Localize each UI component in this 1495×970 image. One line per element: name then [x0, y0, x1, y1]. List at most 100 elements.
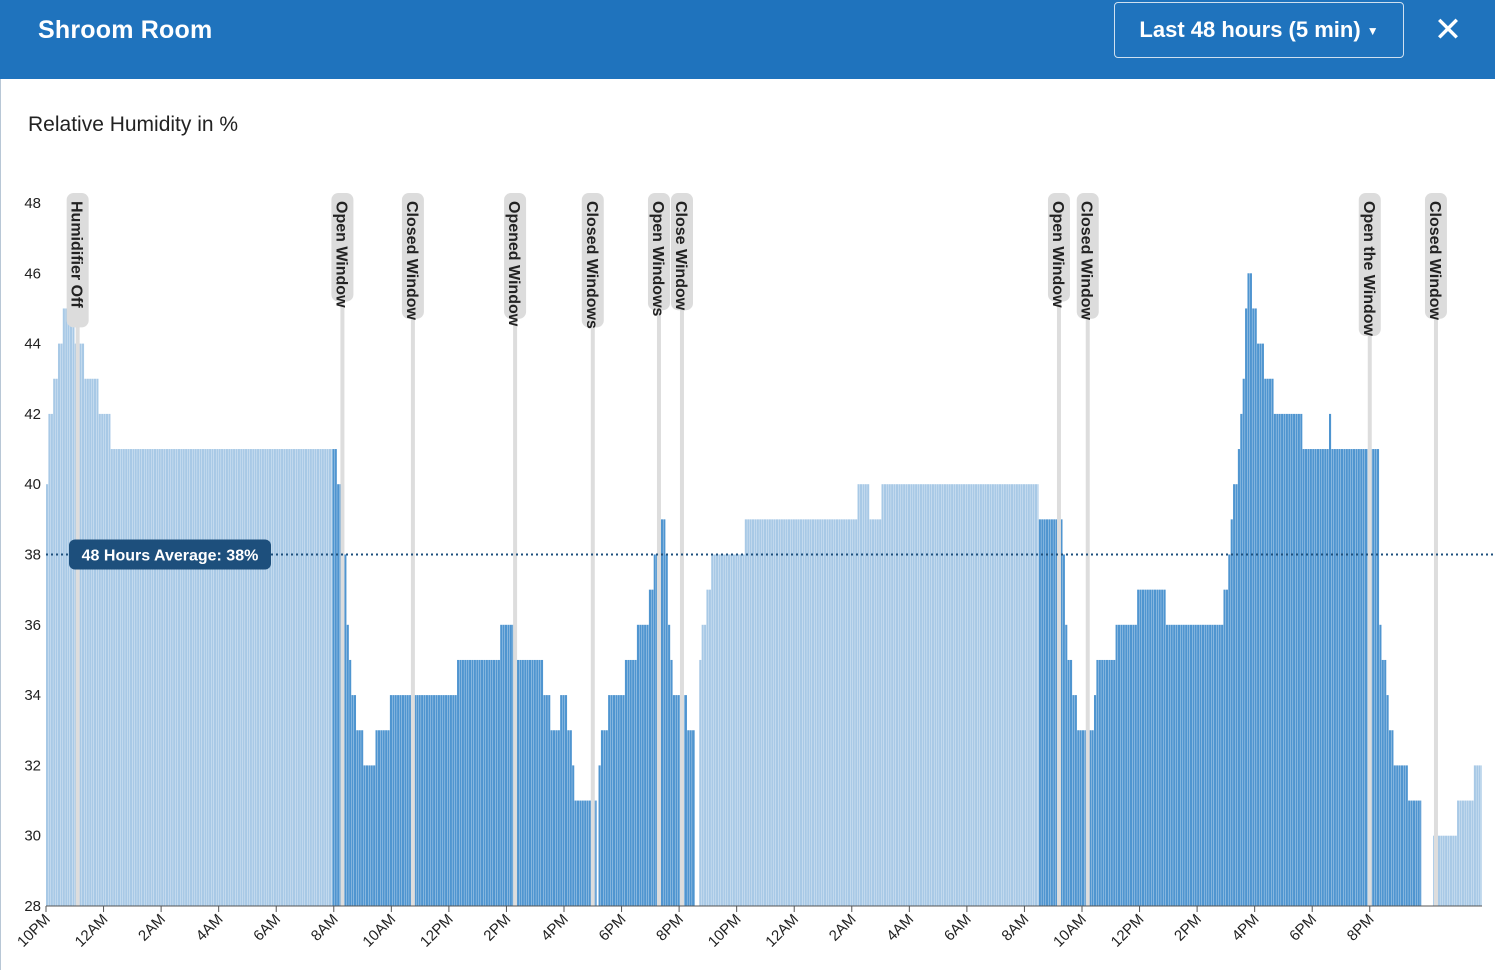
bar: [708, 589, 711, 906]
bar: [165, 449, 169, 906]
bar: [943, 484, 946, 906]
bar: [389, 695, 392, 906]
time-range-dropdown[interactable]: Last 48 hours (5 min) ▼: [1114, 2, 1404, 58]
bar: [392, 695, 395, 906]
bar: [600, 730, 604, 906]
bar: [548, 695, 551, 906]
bar: [804, 519, 807, 906]
bar: [1381, 659, 1384, 906]
bar: [149, 449, 152, 906]
bar: [141, 449, 145, 906]
bar: [1048, 519, 1051, 906]
bar: [158, 449, 161, 906]
bar: [915, 484, 918, 906]
bar: [970, 484, 973, 906]
bar: [281, 449, 284, 906]
panel-edge: [0, 79, 1, 970]
bar: [1309, 449, 1312, 906]
bar: [442, 695, 445, 906]
bar: [919, 484, 922, 906]
bar: [999, 484, 1002, 906]
event-label: Closed Windows: [583, 201, 600, 329]
bar: [358, 730, 361, 906]
bar: [531, 659, 534, 906]
bar: [1233, 484, 1236, 906]
bar: [728, 554, 731, 906]
bar: [457, 659, 460, 906]
bar: [855, 519, 858, 906]
bar: [869, 519, 872, 906]
event-badge: [670, 193, 693, 311]
bar: [356, 730, 359, 906]
bar: [1043, 519, 1046, 906]
bar: [461, 659, 464, 906]
bar: [293, 449, 296, 906]
bar: [699, 659, 702, 906]
bar: [96, 378, 99, 906]
bar: [1278, 413, 1281, 906]
bar: [404, 695, 407, 906]
bar: [1398, 765, 1401, 906]
bar: [584, 800, 587, 906]
event-badge: [1047, 193, 1070, 302]
bar: [740, 554, 743, 906]
y-tick-label: 32: [24, 757, 41, 774]
bar: [684, 695, 687, 906]
bar: [598, 765, 601, 906]
bar: [965, 484, 968, 906]
bar: [1319, 449, 1322, 906]
bar: [1449, 835, 1452, 906]
bar: [1115, 624, 1118, 906]
bar: [1269, 378, 1272, 906]
bar: [891, 484, 894, 906]
bar: [204, 449, 207, 906]
bar: [151, 449, 154, 906]
bar: [564, 695, 568, 906]
bar: [134, 449, 137, 906]
bar: [113, 449, 116, 906]
bar: [1027, 484, 1030, 906]
bar: [747, 519, 750, 906]
bar: [447, 695, 450, 906]
bar: [440, 695, 443, 906]
bar: [1194, 624, 1197, 906]
bar: [759, 519, 762, 906]
bar: [1345, 449, 1348, 906]
close-button[interactable]: ✕: [1430, 10, 1466, 50]
bar: [249, 449, 252, 906]
bar: [264, 449, 267, 906]
bar: [1417, 800, 1420, 906]
bar: [1175, 624, 1178, 906]
bar: [153, 449, 157, 906]
bar: [1011, 484, 1014, 906]
bar: [862, 484, 865, 906]
bar: [423, 695, 426, 906]
bar: [773, 519, 776, 906]
bar: [127, 449, 130, 906]
bar: [1077, 730, 1080, 906]
bar: [235, 449, 238, 906]
bar: [1020, 484, 1023, 906]
y-tick-label: 38: [24, 547, 41, 564]
event-badge: [1358, 193, 1381, 336]
bar: [819, 519, 822, 906]
bar: [122, 449, 125, 906]
bar: [445, 695, 448, 906]
bar: [1257, 343, 1260, 907]
bar: [1177, 624, 1181, 906]
bar: [555, 730, 558, 906]
bar: [271, 449, 274, 906]
bar: [361, 730, 364, 906]
bar: [495, 659, 498, 906]
bar: [1454, 835, 1457, 906]
bar: [1122, 624, 1125, 906]
y-tick-label: 30: [24, 828, 41, 845]
bar: [660, 519, 663, 906]
bar: [610, 695, 613, 906]
bar: [931, 484, 934, 906]
bar: [1464, 800, 1467, 906]
y-tick-label: 42: [24, 406, 41, 423]
bar: [648, 589, 651, 906]
bar: [991, 484, 994, 906]
bar: [416, 695, 419, 906]
